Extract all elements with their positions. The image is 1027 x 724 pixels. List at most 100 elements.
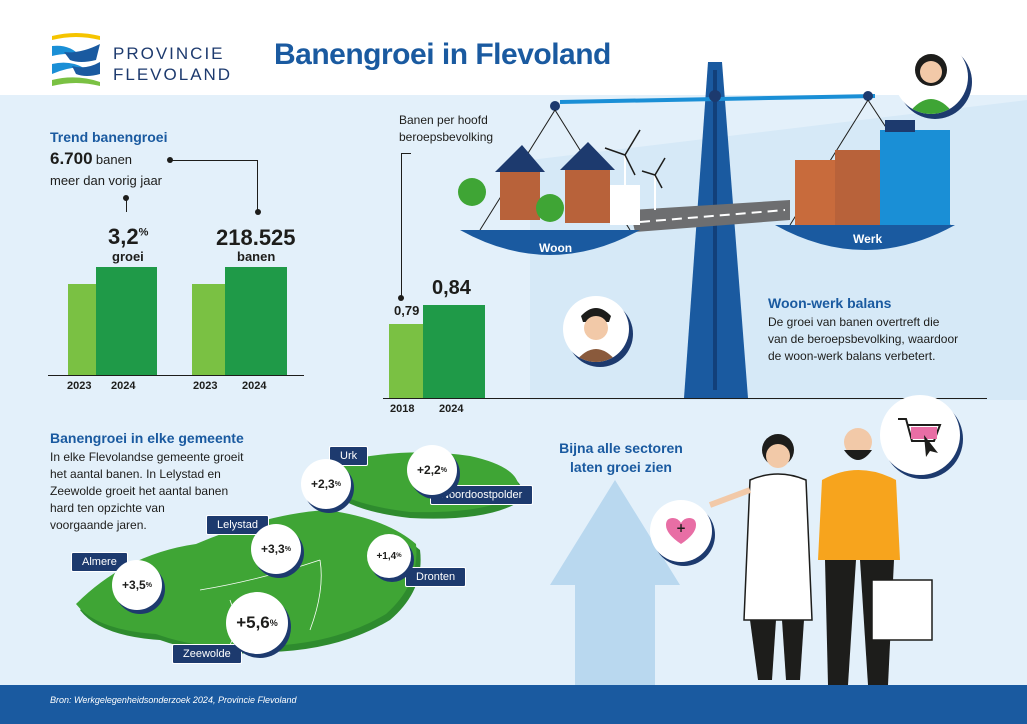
scale-pivot-left <box>550 101 560 111</box>
bar-2024-jobs <box>225 267 287 375</box>
doctor-face <box>766 444 790 468</box>
growth-unit: % <box>138 226 149 239</box>
office-building <box>880 130 950 225</box>
wind-turbine-blade <box>624 129 641 156</box>
jobs-more-number: 6.700 <box>50 149 93 168</box>
balance-text-line2: van de beroepsbevolking, waardoor <box>768 332 959 346</box>
connector-dot <box>123 195 129 201</box>
balance-title: Woon-werk balans <box>768 295 892 311</box>
municipalities-text-line2: het aantal banen. In Lelystad en <box>50 467 221 481</box>
unit-zeewolde: % <box>269 618 278 628</box>
woman-avatar <box>894 40 968 114</box>
shopping-bag <box>871 579 933 641</box>
unit-urk: % <box>334 480 341 488</box>
wind-turbine-blade <box>654 157 666 176</box>
footer-source: Bron: Werkgelegenheidsonderzoek 2024, Pr… <box>50 695 297 705</box>
municipalities-text-line3: Zeewolde groeit het aantal banen <box>50 484 229 498</box>
svg-text:+: + <box>676 521 686 535</box>
unit-noordoostpolder: % <box>440 466 447 474</box>
road-marking <box>639 209 786 223</box>
unit-dronten: % <box>396 553 402 559</box>
balance-text-line3: de woon-werk balans verbetert. <box>768 349 936 363</box>
house-roof <box>560 142 615 170</box>
connector-dot <box>167 157 173 163</box>
tree <box>458 178 486 206</box>
place-lelystad: Lelystad <box>206 515 269 535</box>
unit-lelystad: % <box>284 545 291 553</box>
scale-pan-right <box>775 225 955 250</box>
tree <box>536 194 564 222</box>
jobs-label: banen <box>237 249 276 264</box>
balance-text-line1: De groei van banen overtreft die <box>768 315 940 329</box>
sectors-title: Bijna alle sectoren laten groei zien <box>551 440 691 475</box>
sectors-title-line2: laten groei zien <box>570 459 672 475</box>
growth-zeewolde: +5,6 <box>236 613 270 632</box>
jobs-value: 218.525 <box>216 225 296 250</box>
man-icon <box>575 308 617 362</box>
house-roof <box>495 145 545 172</box>
growth-almere: +3,5 <box>122 578 146 592</box>
growth-arrow-icon <box>550 480 680 685</box>
year-label: 2023 <box>193 380 218 392</box>
health-badge: + <box>650 500 712 562</box>
ratio-axis <box>383 398 987 399</box>
ratio-value-label: 0,79 <box>394 303 420 319</box>
jobs-more-line: 6.700 banen <box>50 150 132 169</box>
growth-label: groei <box>112 249 144 264</box>
bar-2023-jobs <box>192 284 228 375</box>
man-beard <box>844 450 872 460</box>
bubble-noordoostpolder: +2,2% <box>407 445 457 495</box>
sectors-title-line1: Bijna alle sectoren <box>559 440 683 456</box>
growth-noordoostpolder: +2,2 <box>417 463 441 477</box>
ratio-value-label: 0,84 <box>432 277 471 299</box>
bubble-almere: +3,5% <box>112 560 162 610</box>
logo-line2: Flevoland <box>113 65 233 84</box>
bubble-dronten: +1,4% <box>367 534 411 578</box>
ratio-bar-2024 <box>423 305 485 398</box>
place-zeewolde: Zeewolde <box>172 644 242 664</box>
bubble-urk: +2,3% <box>301 459 351 509</box>
place-dronten: Dronten <box>405 567 467 587</box>
office-building <box>795 160 840 225</box>
municipalities-title: Banengroei in elke gemeente <box>50 430 244 446</box>
doctor-arm <box>708 487 752 508</box>
man-avatar <box>563 296 629 362</box>
growth-lelystad: +3,3 <box>261 542 285 556</box>
shopping-badge <box>880 395 960 475</box>
balance-scale-illustration <box>458 62 955 398</box>
page-title: Banengroei in Flevoland <box>274 38 611 71</box>
growth-number: 3,2 <box>108 224 139 249</box>
ratio-bar-2018 <box>389 324 425 398</box>
trend-title: Trend banengroei <box>50 129 168 145</box>
scale-right-label: Werk <box>853 232 883 246</box>
wind-turbine-blade <box>604 147 626 156</box>
year-label: 2024 <box>111 380 136 392</box>
bar-2024-growth <box>96 267 157 375</box>
footer-bar <box>0 685 1027 724</box>
connector-dot <box>398 295 404 301</box>
shopping-cart-icon <box>898 418 942 457</box>
municipalities-text-line1: In elke Flevolandse gemeente groeit <box>50 450 244 464</box>
logo-line1: Provincie <box>113 44 225 63</box>
office-building <box>835 150 885 225</box>
place-noordoostpolder: Noordoostpolder <box>430 485 534 505</box>
growth-value: 3,2% <box>108 224 148 250</box>
jobs-more-text: meer dan vorig jaar <box>50 173 162 188</box>
woman-icon <box>908 54 954 114</box>
doctor-coat <box>743 473 813 621</box>
map-border <box>199 559 321 591</box>
provincie-flevoland-logo-icon <box>52 33 100 86</box>
connector-line <box>170 160 258 212</box>
trend-axis <box>48 375 304 376</box>
growth-dronten: +1,4 <box>376 550 397 562</box>
wind-turbine-blade <box>654 174 663 189</box>
wind-turbine-blade <box>624 154 636 176</box>
bubble-lelystad: +3,3% <box>251 524 301 574</box>
office-roof <box>885 120 915 132</box>
municipalities-text-line5: voorgaande jaren. <box>50 518 147 532</box>
scale-pan-left <box>460 230 640 255</box>
logo-wordmark: Provincie Flevoland <box>113 43 232 85</box>
growth-urk: +2,3 <box>311 477 335 491</box>
place-urk: Urk <box>329 446 369 466</box>
scale-pivot-right <box>863 91 873 101</box>
